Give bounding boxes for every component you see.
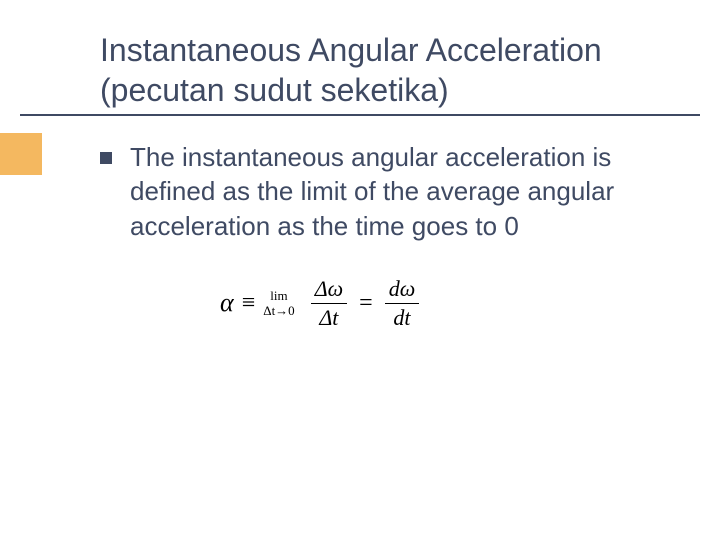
accent-square [0,133,42,175]
eq-fraction-2: dω dt [385,278,420,329]
eq-frac2-bot: dt [389,304,414,329]
eq-equiv: ≡ [242,290,256,317]
eq-equals: = [359,290,373,317]
eq-lim-label: lim [270,289,287,302]
bullet-row: The instantaneous angular acceleration i… [100,140,700,243]
slide-container: Instantaneous Angular Acceleration (pecu… [0,0,720,540]
eq-frac2-top: dω [385,278,420,304]
title-line-1: Instantaneous Angular Acceleration [100,30,700,70]
bullet-text: The instantaneous angular acceleration i… [130,140,700,243]
eq-frac1-top: Δω [311,278,347,304]
title-block: Instantaneous Angular Acceleration (pecu… [100,30,700,110]
eq-frac1-bot: Δt [315,304,342,329]
title-underline [20,114,700,116]
title-line-2: (pecutan sudut seketika) [100,70,700,110]
eq-limit: lim Δt→0 [263,289,294,317]
eq-lim-condition: Δt→0 [263,304,294,317]
body-area: The instantaneous angular acceleration i… [100,140,700,329]
eq-alpha: α [220,288,234,318]
equation: α ≡ lim Δt→0 Δω Δt = dω dt [220,278,700,329]
eq-fraction-1: Δω Δt [311,278,347,329]
bullet-square-icon [100,152,112,164]
